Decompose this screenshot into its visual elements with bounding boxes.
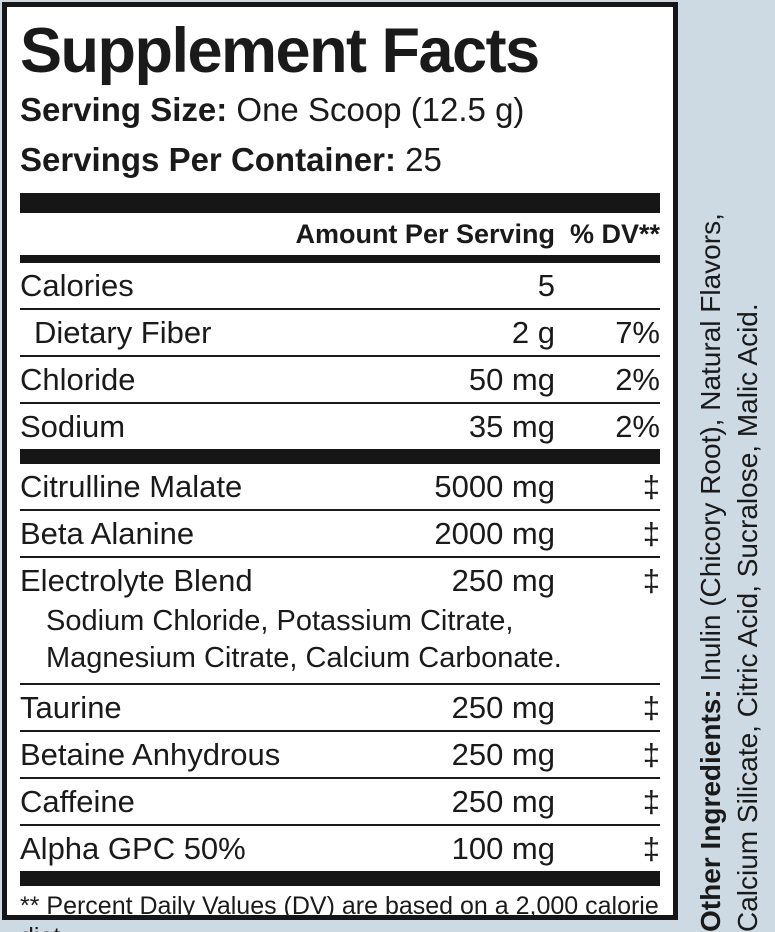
panel-title: Supplement Facts [20, 16, 540, 86]
blend-components: Sodium Chloride, Potassium Citrate, Magne… [20, 603, 660, 683]
row-amount: 5 [537, 267, 555, 303]
ingredient-block: Taurine 250 mg ‡ [20, 683, 660, 730]
row-name: Chloride [20, 361, 136, 397]
other-ingredients-text: Other Ingredients: Inulin (Chicory Root)… [692, 0, 766, 932]
serving-size-label: Serving Size: [20, 91, 228, 128]
row-dv: ‡ [642, 515, 660, 551]
servings-per-container-label: Servings Per Container: [20, 141, 396, 178]
row-amount: 250 mg [451, 736, 555, 772]
row-amount: 35 mg [468, 408, 555, 444]
row-name: Electrolyte Blend [20, 562, 253, 598]
row-name: Dietary Fiber [34, 314, 212, 350]
row-dv: ‡ [642, 468, 660, 504]
row-dv: ‡ [642, 562, 660, 598]
row-amount: 250 mg [451, 689, 555, 725]
row-amount: 5000 mg [434, 468, 555, 504]
serving-size-value: One Scoop (12.5 g) [236, 91, 525, 128]
ingredient-table: Citrulline Malate 5000 mg ‡ Beta Alanine… [20, 464, 660, 871]
table-row: Chloride 50 mg 2% [20, 355, 660, 402]
row-name: Citrulline Malate [20, 468, 243, 504]
row-dv: ‡ [642, 689, 660, 725]
ingredient-block: Beta Alanine 2000 mg ‡ [20, 509, 660, 556]
row-amount: 250 mg [451, 783, 555, 819]
row-name: Calories [20, 267, 134, 303]
row-name: Sodium [20, 408, 126, 444]
row-name: Betaine Anhydrous [20, 736, 281, 772]
divider-bar-heavy [20, 193, 660, 213]
row-amount: 50 mg [468, 361, 555, 397]
other-ingredients-line1-rest: Inulin (Chicory Root), Natural Flavors, [695, 213, 726, 690]
divider-bar-heavy [20, 449, 660, 464]
footnote-dv: ** Percent Daily Values (DV) are based o… [20, 892, 659, 932]
ingredient-block: Caffeine 250 mg ‡ [20, 777, 660, 824]
supplement-facts-panel: Supplement Facts Serving Size: One Scoop… [2, 2, 678, 932]
nutrient-table: Calories 5 Dietary Fiber 2 g 7% Chloride… [20, 263, 660, 449]
amount-per-serving-header: Amount Per Serving [295, 218, 555, 249]
row-amount: 250 mg [451, 562, 555, 598]
ingredient-block: Citrulline Malate 5000 mg ‡ [20, 464, 660, 509]
row-dv: 7% [615, 314, 660, 350]
divider-bar-medium [20, 255, 660, 263]
table-row: Sodium 35 mg 2% [20, 402, 660, 449]
blend-component-line: Sodium Chloride, Potassium Citrate, [46, 605, 514, 637]
row-name: Taurine [20, 689, 122, 725]
table-row: Alpha GPC 50% 100 mg ‡ [20, 826, 660, 871]
row-amount: 2000 mg [434, 515, 555, 551]
table-row: Beta Alanine 2000 mg ‡ [20, 511, 660, 556]
row-name: Alpha GPC 50% [20, 830, 246, 866]
column-header-row: Amount Per Serving % DV** [20, 213, 660, 255]
ingredient-block: Electrolyte Blend 250 mg ‡ Sodium Chlori… [20, 556, 660, 683]
table-row: Taurine 250 mg ‡ [20, 685, 660, 730]
row-amount: 100 mg [451, 830, 555, 866]
row-name: Beta Alanine [20, 515, 195, 551]
ingredient-block: Alpha GPC 50% 100 mg ‡ [20, 824, 660, 871]
serving-size-line: Serving Size: One Scoop (12.5 g) [20, 85, 660, 135]
servings-per-container-value: 25 [405, 141, 442, 178]
blend-component-line: Magnesium Citrate, Calcium Carbonate. [46, 642, 562, 674]
table-row: Calories 5 [20, 263, 660, 308]
table-row: Electrolyte Blend 250 mg ‡ [20, 558, 660, 603]
row-dv: 2% [615, 361, 660, 397]
footnotes: ** Percent Daily Values (DV) are based o… [20, 886, 660, 932]
table-row: Dietary Fiber 2 g 7% [20, 308, 660, 355]
row-amount: 2 g [511, 314, 555, 350]
other-ingredients-label: Other Ingredients: [695, 689, 726, 932]
table-row: Caffeine 250 mg ‡ [20, 779, 660, 824]
divider-bar-heavy [20, 871, 660, 886]
other-ingredients-line2: Calcium Silicate, Citric Acid, Sucralose… [732, 303, 763, 932]
table-row: Citrulline Malate 5000 mg ‡ [20, 464, 660, 509]
percent-dv-header: % DV** [569, 218, 660, 249]
ingredient-block: Betaine Anhydrous 250 mg ‡ [20, 730, 660, 777]
row-dv: ‡ [642, 736, 660, 772]
table-row: Betaine Anhydrous 250 mg ‡ [20, 732, 660, 777]
row-dv: ‡ [642, 830, 660, 866]
row-dv: 2% [615, 408, 660, 444]
row-dv: ‡ [642, 783, 660, 819]
other-ingredients-line1: Other Ingredients: Inulin (Chicory Root)… [692, 0, 729, 932]
row-name: Caffeine [20, 783, 135, 819]
servings-per-container-line: Servings Per Container: 25 [20, 135, 660, 185]
